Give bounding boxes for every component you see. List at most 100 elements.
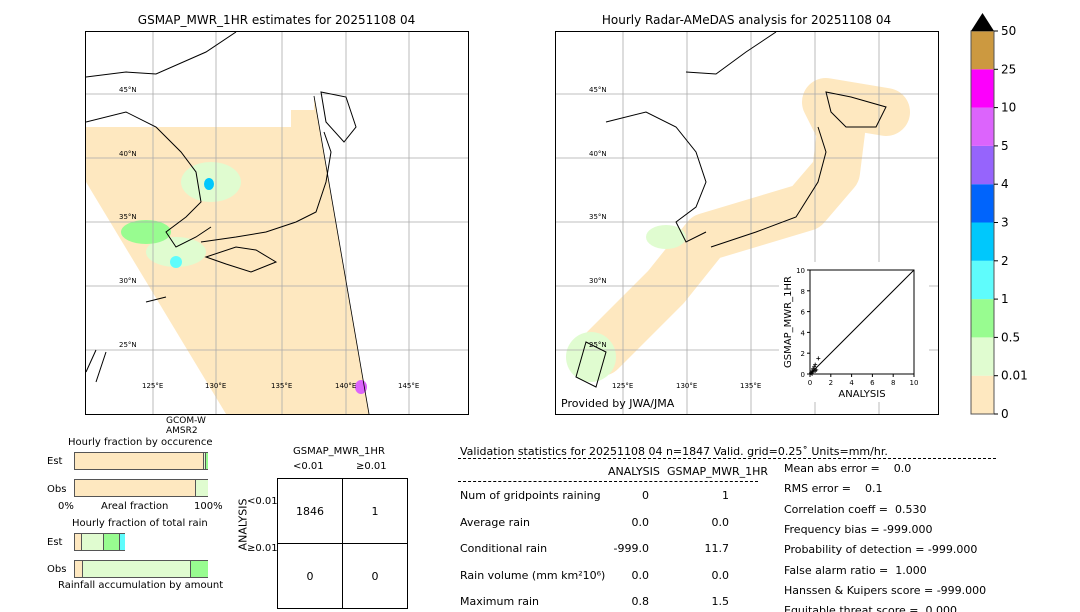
credit-text: Provided by JWA/JMA — [561, 397, 675, 410]
colorbar-tick-label: 4 — [1001, 177, 1009, 191]
colorbar-tick-label: 0.5 — [1001, 330, 1020, 344]
colorbar-swatch — [971, 260, 994, 300]
total-rain-title: Hourly fraction of total rain — [72, 518, 208, 529]
colorbar-tick-label: 1 — [1001, 292, 1009, 306]
rain-area — [146, 237, 206, 267]
lon-label: 140°E — [335, 382, 357, 390]
col-header: GSMAP_MWR_1HR — [667, 465, 769, 478]
bar-segment — [118, 534, 125, 550]
satellite-name: GCOM-W — [166, 416, 206, 426]
cell: 0 — [277, 543, 343, 609]
row-label: ≥0.01 — [247, 543, 278, 554]
sensor-name: AMSR2 — [166, 426, 198, 436]
obs-label: Obs — [47, 564, 67, 575]
x-tick-label: 10 — [910, 379, 919, 387]
colorbar-tick-label: 3 — [1001, 216, 1009, 230]
scatter-point — [813, 362, 818, 367]
lat-label: 40°N — [589, 150, 607, 158]
colorbar-tick-label: 0 — [1001, 407, 1009, 421]
colorbar-tick-label: 10 — [1001, 101, 1016, 115]
colorbar-swatch — [971, 145, 994, 185]
colorbar-swatch — [971, 375, 994, 414]
x-max-label: 100% — [194, 501, 223, 512]
score-item: Mean abs error = 0.0 — [784, 462, 912, 475]
x-tick-label: 8 — [891, 379, 895, 387]
score-item: Frequency bias = -999.000 — [784, 522, 933, 536]
rain-area — [170, 256, 182, 268]
bar-segment — [203, 453, 206, 469]
colorbar-tick-label: 5 — [1001, 139, 1009, 153]
cell: 1 — [342, 478, 408, 544]
stat-gsmap-value: 0.0 — [711, 515, 730, 529]
lat-label: 40°N — [119, 150, 137, 158]
stat-gsmap-value: 11.7 — [704, 542, 730, 555]
score-item: RMS error = 0.1 — [784, 482, 883, 496]
stat-analysis-value: 0.0 — [631, 515, 650, 529]
stat-gsmap-value: 1.5 — [711, 595, 730, 608]
x-min-label: 0% — [58, 501, 74, 512]
bar-segment — [103, 534, 120, 550]
colorbar-swatch — [971, 69, 994, 108]
gridlines — [86, 32, 468, 414]
x-axis-label: ANALYSIS — [838, 389, 885, 400]
stats-header: Validation statistics for 20251108 04 n=… — [460, 445, 888, 458]
analysis-area — [646, 225, 686, 249]
lon-label: 130°E — [676, 382, 698, 390]
colorbar: 0 0.01 0.5 1 2 3 4 5 10 25 50 — [970, 13, 1028, 421]
stat-gsmap-value: 0.0 — [711, 568, 730, 582]
colorbar-swatch — [971, 107, 994, 146]
lon-label: 135°E — [271, 382, 293, 390]
lat-label: 45°N — [119, 86, 137, 94]
scatter-point — [811, 369, 816, 374]
lon-label: 130°E — [205, 382, 227, 390]
bar-segment — [189, 561, 208, 577]
y-tick-label: 10 — [796, 267, 805, 275]
lat-label: 30°N — [119, 277, 137, 285]
y-tick-label: 8 — [801, 288, 805, 296]
score-item: Probability of detection = -999.000 — [784, 543, 978, 557]
colorbar-swatch — [971, 299, 994, 338]
est-label: Est — [47, 456, 63, 467]
right-map-title: Hourly Radar-AMeDAS analysis for 2025110… — [601, 13, 892, 27]
colorbar-swatch — [971, 222, 994, 261]
obs-label: Obs — [47, 484, 67, 495]
bar-segment — [75, 453, 204, 469]
rain-x-label: Rainfall accumulation by amount — [58, 580, 224, 591]
satellite-label: GCOM-W AMSR2 — [166, 416, 206, 436]
occurrence-obs-bar — [74, 479, 208, 497]
lat-label: 25°N — [589, 341, 607, 349]
score-item: Correlation coeff = 0.530 — [784, 502, 927, 516]
col-label: ≥0.01 — [356, 461, 387, 472]
colorbar-swatch — [971, 31, 994, 70]
lon-label: 145°E — [398, 382, 420, 390]
lat-label: 35°N — [119, 213, 137, 221]
lon-label: 125°E — [612, 382, 634, 390]
scatter-point — [812, 364, 817, 369]
left-map-title: GSMAP_MWR_1HR estimates for 20251108 04 — [137, 13, 416, 27]
swath-edge — [313, 95, 370, 415]
score-item: False alarm ratio = 1.000 — [784, 563, 927, 577]
x-axis-label: Areal fraction — [101, 501, 169, 512]
y-axis-label: GSMAP_MWR_1HR — [783, 276, 794, 368]
bar-segment — [75, 480, 196, 496]
right-map-canvas — [556, 31, 938, 414]
colorbar-swatch — [971, 184, 994, 223]
lat-label: 35°N — [589, 213, 607, 221]
stat-analysis-value: 0 — [642, 489, 649, 502]
bar-segment — [205, 453, 208, 469]
cell: 0 — [342, 543, 408, 609]
stat-analysis-value: -999.0 — [613, 542, 649, 555]
divider — [458, 458, 996, 459]
score-item: Equitable threat score = 0.000 — [784, 604, 957, 612]
coastlines — [575, 31, 887, 388]
colorbar-extend-arrow — [971, 13, 994, 31]
analysis-area — [566, 332, 616, 382]
x-tick-label: 0 — [808, 379, 812, 387]
cell: 1846 — [277, 478, 343, 544]
rain-est-bar — [74, 533, 125, 551]
colorbar-tick-label: 2 — [1001, 254, 1009, 268]
row-label: <0.01 — [247, 496, 278, 507]
score-item: Hanssen & Kuipers score = -999.000 — [784, 583, 987, 597]
lat-label: 45°N — [589, 86, 607, 94]
